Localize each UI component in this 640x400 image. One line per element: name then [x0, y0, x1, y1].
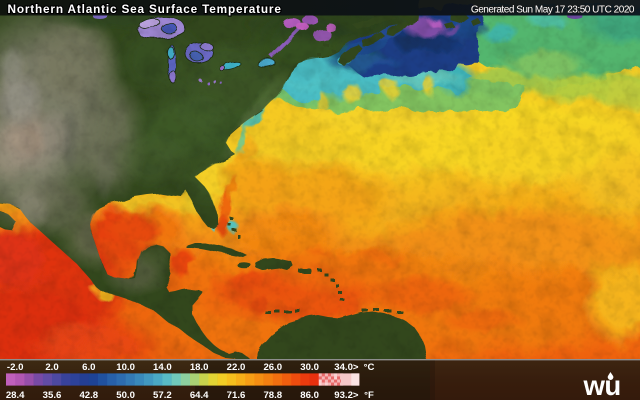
svg-text:28.4: 28.4 [6, 390, 25, 400]
svg-text:18.0: 18.0 [190, 362, 209, 373]
svg-text:26.0: 26.0 [263, 362, 282, 373]
svg-text:42.8: 42.8 [79, 390, 98, 400]
svg-text:°F: °F [364, 390, 374, 400]
svg-text:78.8: 78.8 [263, 390, 282, 400]
svg-text:57.2: 57.2 [153, 390, 172, 400]
svg-text:71.6: 71.6 [227, 390, 246, 400]
svg-text:wu: wu [583, 370, 621, 400]
svg-text:30.0: 30.0 [300, 362, 319, 373]
svg-text:64.4: 64.4 [190, 390, 209, 400]
svg-text:93.2>: 93.2> [334, 390, 359, 400]
svg-text:°C: °C [364, 362, 375, 373]
svg-text:35.6: 35.6 [43, 390, 62, 400]
svg-text:6.0: 6.0 [82, 362, 95, 373]
svg-text:34.0>: 34.0> [334, 362, 359, 373]
svg-text:-2.0: -2.0 [7, 362, 24, 373]
svg-text:10.0: 10.0 [116, 362, 135, 373]
svg-text:50.0: 50.0 [116, 390, 135, 400]
svg-text:86.0: 86.0 [300, 390, 319, 400]
svg-text:14.0: 14.0 [153, 362, 172, 373]
svg-text:22.0: 22.0 [227, 362, 246, 373]
svg-text:2.0: 2.0 [45, 362, 58, 373]
svg-text:Generated Sun May 17 23:50 UTC: Generated Sun May 17 23:50 UTC 2020 [471, 5, 635, 16]
svg-text:Northern Atlantic Sea Surface: Northern Atlantic Sea Surface Temperatur… [8, 2, 282, 16]
